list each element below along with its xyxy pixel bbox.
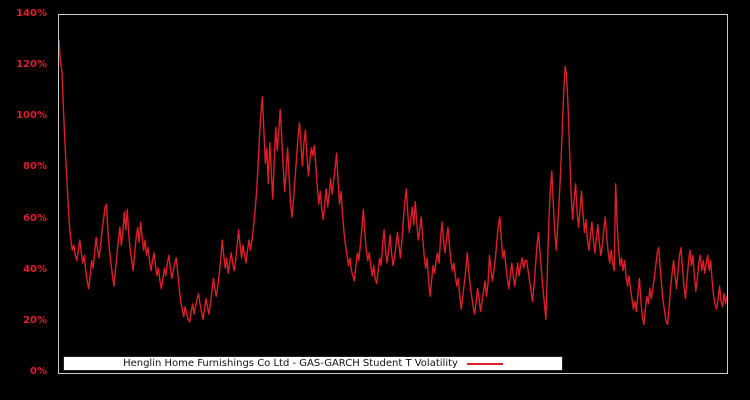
legend: Henglin Home Furnishings Co Ltd - GAS-GA… [63, 356, 563, 371]
y-tick-label: 60% [23, 212, 47, 224]
y-tick-label: 140% [16, 8, 47, 19]
legend-label: Henglin Home Furnishings Co Ltd - GAS-GA… [123, 358, 458, 369]
volatility-series-line [59, 39, 727, 326]
y-tick-label: 120% [16, 59, 47, 71]
y-tick-label: 0% [30, 366, 47, 377]
plot-area: Henglin Home Furnishings Co Ltd - GAS-GA… [58, 14, 728, 374]
y-tick-label: 100% [16, 110, 47, 122]
y-tick-label: 80% [23, 161, 47, 173]
y-tick-label: 40% [23, 263, 47, 275]
volatility-line-chart [59, 39, 727, 326]
y-tick-label: 20% [23, 314, 47, 326]
legend-line-sample [466, 362, 503, 365]
y-axis: 0% 20% 40% 60% 80% 100% 120% 140% [0, 0, 53, 400]
